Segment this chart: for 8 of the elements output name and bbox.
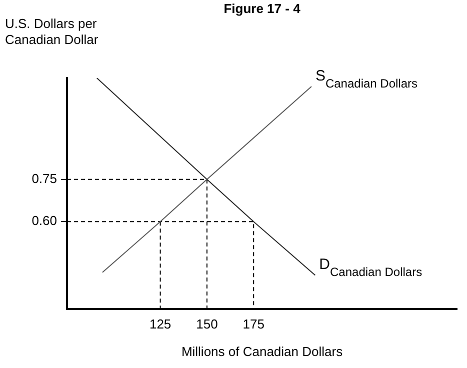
x-tick-label: 150 xyxy=(196,316,218,332)
chart-title: Figure 17 - 4 xyxy=(224,1,302,16)
y-tick-label: 0.75 xyxy=(32,170,57,186)
x-tick-label: 175 xyxy=(242,316,264,332)
x-tick-label: 125 xyxy=(149,316,172,332)
x-axis-title: Millions of Canadian Dollars xyxy=(181,344,344,360)
y-tick-label: 0.60 xyxy=(32,213,57,228)
y-axis-title: U.S. Dollars per Canadian Dollar xyxy=(5,16,99,48)
